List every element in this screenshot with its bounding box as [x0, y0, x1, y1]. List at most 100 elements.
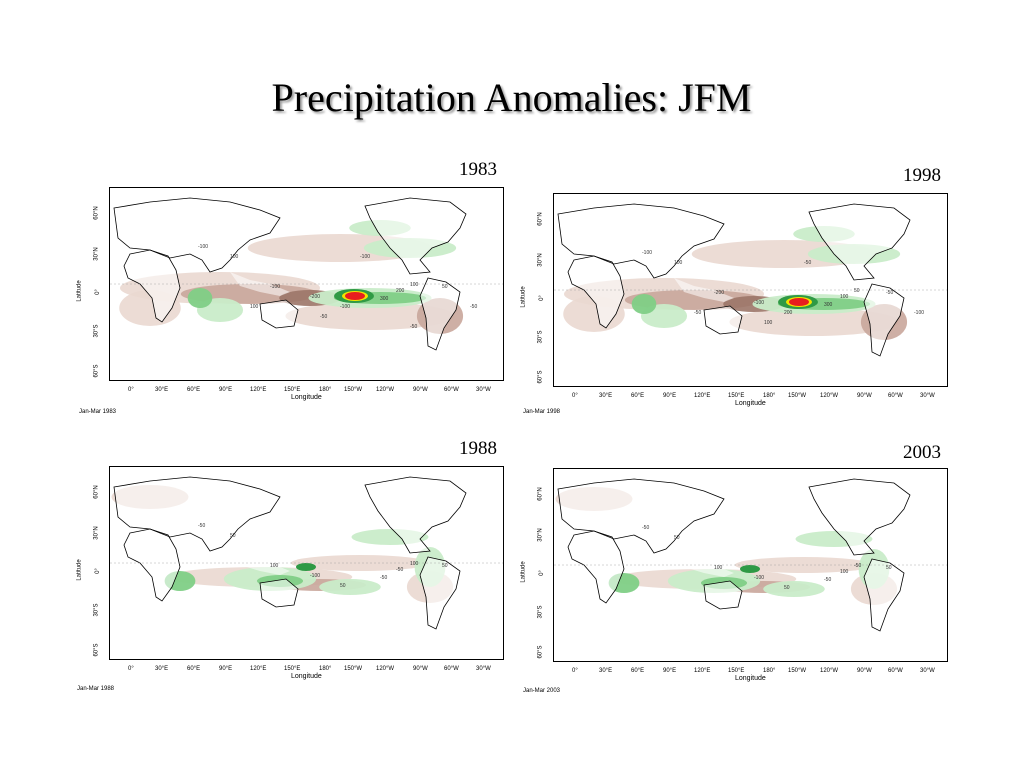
anomaly-field: -100 100 -200 -100 200 300 100 50 -50 -100 -50 100 -… — [554, 198, 947, 357]
lon-tick: 120°W — [376, 666, 395, 672]
precip-map-1988: -50 50 100 -100 50 -50 -50 100 50 — [109, 466, 504, 660]
panel-caption-2003: Jan-Mar 2003 — [523, 688, 561, 694]
land-fill — [420, 557, 460, 629]
contour-label: -50 — [824, 577, 831, 583]
lat-tick-0: 0° — [94, 568, 101, 574]
lon-tick: 150°E — [728, 668, 745, 674]
lon-tick: 150°W — [344, 387, 363, 393]
lon-tick: 30°W — [476, 387, 491, 393]
contour-label: 100 — [840, 294, 849, 300]
contour-label: 100 — [410, 561, 419, 567]
lon-tick: 150°W — [788, 393, 807, 399]
lon-tick: 90°W — [413, 666, 428, 672]
lon-tick: 0° — [128, 387, 134, 393]
lon-tick: 120°E — [694, 393, 711, 399]
land-fill — [809, 204, 910, 280]
lon-tick: 30°W — [920, 393, 935, 399]
land-fill — [864, 559, 904, 631]
lon-tick: 30°E — [599, 393, 613, 399]
contour-label: 50 — [442, 284, 448, 290]
land-fill — [864, 284, 904, 356]
x-axis-title: Longitude — [735, 675, 766, 682]
lon-tick: 150°E — [728, 393, 745, 399]
lat-tick-60n: 60°N — [537, 487, 544, 501]
contour-label: 100 — [230, 254, 239, 260]
lon-tick: 60°E — [187, 666, 201, 672]
anomaly-field: -50 50 100 -100 50 -50 -50 100 50 — [110, 471, 503, 630]
lon-tick: 90°W — [413, 387, 428, 393]
coastline — [419, 277, 461, 351]
contour-label: -200 — [310, 294, 320, 300]
dry-anomaly-region — [285, 302, 455, 330]
contour-label: -100 — [754, 300, 764, 306]
land-fill — [124, 529, 180, 601]
lon-tick: 60°W — [444, 666, 459, 672]
precip-map-1983: -100 100 -100 -200 -100 300 200 100 50 -50 -100 -50… — [109, 187, 504, 381]
dry-anomaly-region — [729, 308, 899, 336]
lon-tick: 60°E — [631, 393, 645, 399]
lon-tick: 180° — [319, 666, 332, 672]
wet-anomaly-core — [296, 563, 316, 571]
contour-label: 200 — [396, 288, 405, 294]
coastline — [863, 558, 905, 632]
land-fill — [124, 250, 180, 322]
lon-tick: 90°E — [219, 387, 233, 393]
coastline — [703, 305, 743, 335]
contour-label: 100 — [764, 320, 773, 326]
lon-tick: 120°W — [376, 387, 395, 393]
y-axis-title: Latitude — [76, 280, 83, 302]
lat-tick-60s: 60°S — [537, 370, 544, 384]
lon-tick: 120°W — [820, 668, 839, 674]
contour-label: -100 — [198, 244, 208, 250]
contour-label: 50 — [784, 585, 790, 591]
land-fill — [365, 477, 466, 553]
lon-tick: 90°E — [219, 666, 233, 672]
coastline — [808, 203, 911, 281]
anomaly-field: -50 50 100 -100 50 -50 100 -50 50 — [554, 473, 947, 632]
lon-tick: 0° — [128, 666, 134, 672]
lat-tick-60n: 60°N — [93, 206, 100, 220]
lon-tick: 30°E — [155, 387, 169, 393]
wet-anomaly-core — [740, 565, 760, 573]
extreme-wet-core — [345, 292, 365, 300]
lat-tick-30n: 30°N — [537, 253, 544, 267]
lon-tick: 120°E — [250, 387, 267, 393]
panel-caption-1998: Jan-Mar 1998 — [523, 409, 561, 415]
contour-label: -50 — [396, 567, 403, 573]
land-fill — [440, 192, 482, 210]
lat-tick-30n: 30°N — [537, 528, 544, 542]
contour-label: 300 — [380, 296, 389, 302]
lon-tick: 0° — [572, 668, 578, 674]
contour-label: 50 — [230, 533, 236, 539]
contour-label: 100 — [250, 304, 259, 310]
land-fill — [558, 479, 724, 553]
coastline — [123, 528, 181, 602]
lat-tick-60s: 60°S — [93, 364, 100, 378]
contour-label: 100 — [714, 565, 723, 571]
contour-label: 50 — [674, 535, 680, 541]
coastline — [364, 197, 467, 275]
land-fill — [114, 477, 280, 551]
contour-label: -50 — [854, 563, 861, 569]
contour-label: -50 — [410, 324, 417, 330]
year-label-2003: 2003 — [903, 442, 941, 463]
extreme-wet-core — [789, 298, 809, 306]
lon-tick: 90°E — [663, 668, 677, 674]
lat-tick-60s: 60°S — [93, 643, 100, 657]
lon-tick: 30°W — [476, 666, 491, 672]
contour-label: 100 — [674, 260, 683, 266]
land-fill — [558, 204, 724, 278]
lon-tick: 120°E — [694, 668, 711, 674]
land-fill — [884, 198, 926, 216]
contour-label: 200 — [784, 310, 793, 316]
lon-tick: 150°E — [284, 666, 301, 672]
contour-label: -100 — [310, 573, 320, 579]
lat-tick-60s: 60°S — [537, 645, 544, 659]
lat-tick-30s: 30°S — [93, 324, 100, 338]
lon-tick: 150°E — [284, 387, 301, 393]
land-fill — [260, 300, 298, 328]
lat-tick-30s: 30°S — [93, 603, 100, 617]
land-fill — [884, 473, 926, 491]
contour-label: 50 — [854, 288, 860, 294]
panel-caption-1983: Jan-Mar 1983 — [79, 409, 117, 415]
